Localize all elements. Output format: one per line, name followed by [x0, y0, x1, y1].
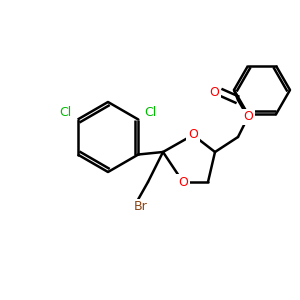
Text: O: O [178, 176, 188, 188]
Text: O: O [209, 85, 219, 98]
Text: Br: Br [134, 200, 148, 214]
Text: Cl: Cl [144, 106, 157, 119]
Text: O: O [243, 110, 253, 124]
Text: O: O [188, 128, 198, 142]
Text: Cl: Cl [59, 106, 72, 119]
